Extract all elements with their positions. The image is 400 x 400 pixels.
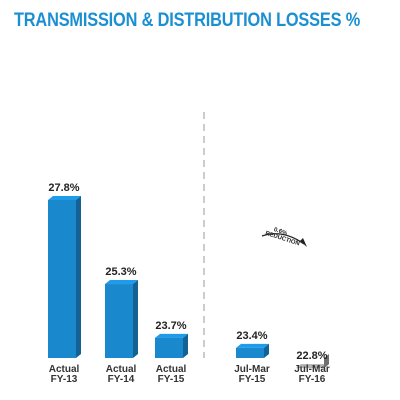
category-label-fy14-line2: FY-14 [108,374,135,385]
reduction-arrowhead [300,238,307,247]
bar-top-julmar-fy15 [236,343,269,348]
reduction-arrow [261,233,305,245]
category-label-fy13-line2: FY-13 [51,374,78,385]
category-label-julmar-fy15-line2: FY-15 [239,374,266,385]
bar-top-julmar-fy16 [296,364,329,369]
category-label-julmar-fy16-line2: FY-16 [299,374,326,385]
bar-side-fy14 [133,280,138,358]
bar-side-fy15 [183,333,188,358]
value-label-fy13: 27.8% [48,182,79,194]
value-label-julmar-fy15: 23.4% [236,330,267,342]
category-label-fy13-line1: Actual [49,364,80,375]
bar-fy13 [48,200,76,358]
category-label-fy15-line2: FY-15 [158,374,185,385]
bar-julmar-fy15 [236,347,264,358]
category-label-fy14-line1: Actual [106,364,137,375]
bar-top-fy13 [48,196,81,200]
bar-side-julmar-fy15 [264,343,269,358]
bar-side-julmar-fy16 [324,354,329,369]
value-label-fy15: 23.7% [155,320,186,332]
value-label-julmar-fy16: 22.8% [296,350,327,362]
bar-top-fy15 [155,333,188,338]
bar-side-fy13 [76,196,81,358]
bar-fy14 [105,284,133,358]
chart-title: TRANSMISSION & DISTRIBUTION LOSSES % [14,10,361,31]
bar-fy15 [155,337,183,358]
category-label-fy15-line1: Actual [156,364,187,375]
reduction-note-line1: 0.6% [273,227,288,237]
category-label-julmar-fy15-line1: Jul-Mar [234,364,270,375]
value-label-fy14: 25.3% [105,266,136,278]
category-label-julmar-fy16-line1: Jul-Mar [294,364,330,375]
bar-top-fy14 [105,280,138,285]
